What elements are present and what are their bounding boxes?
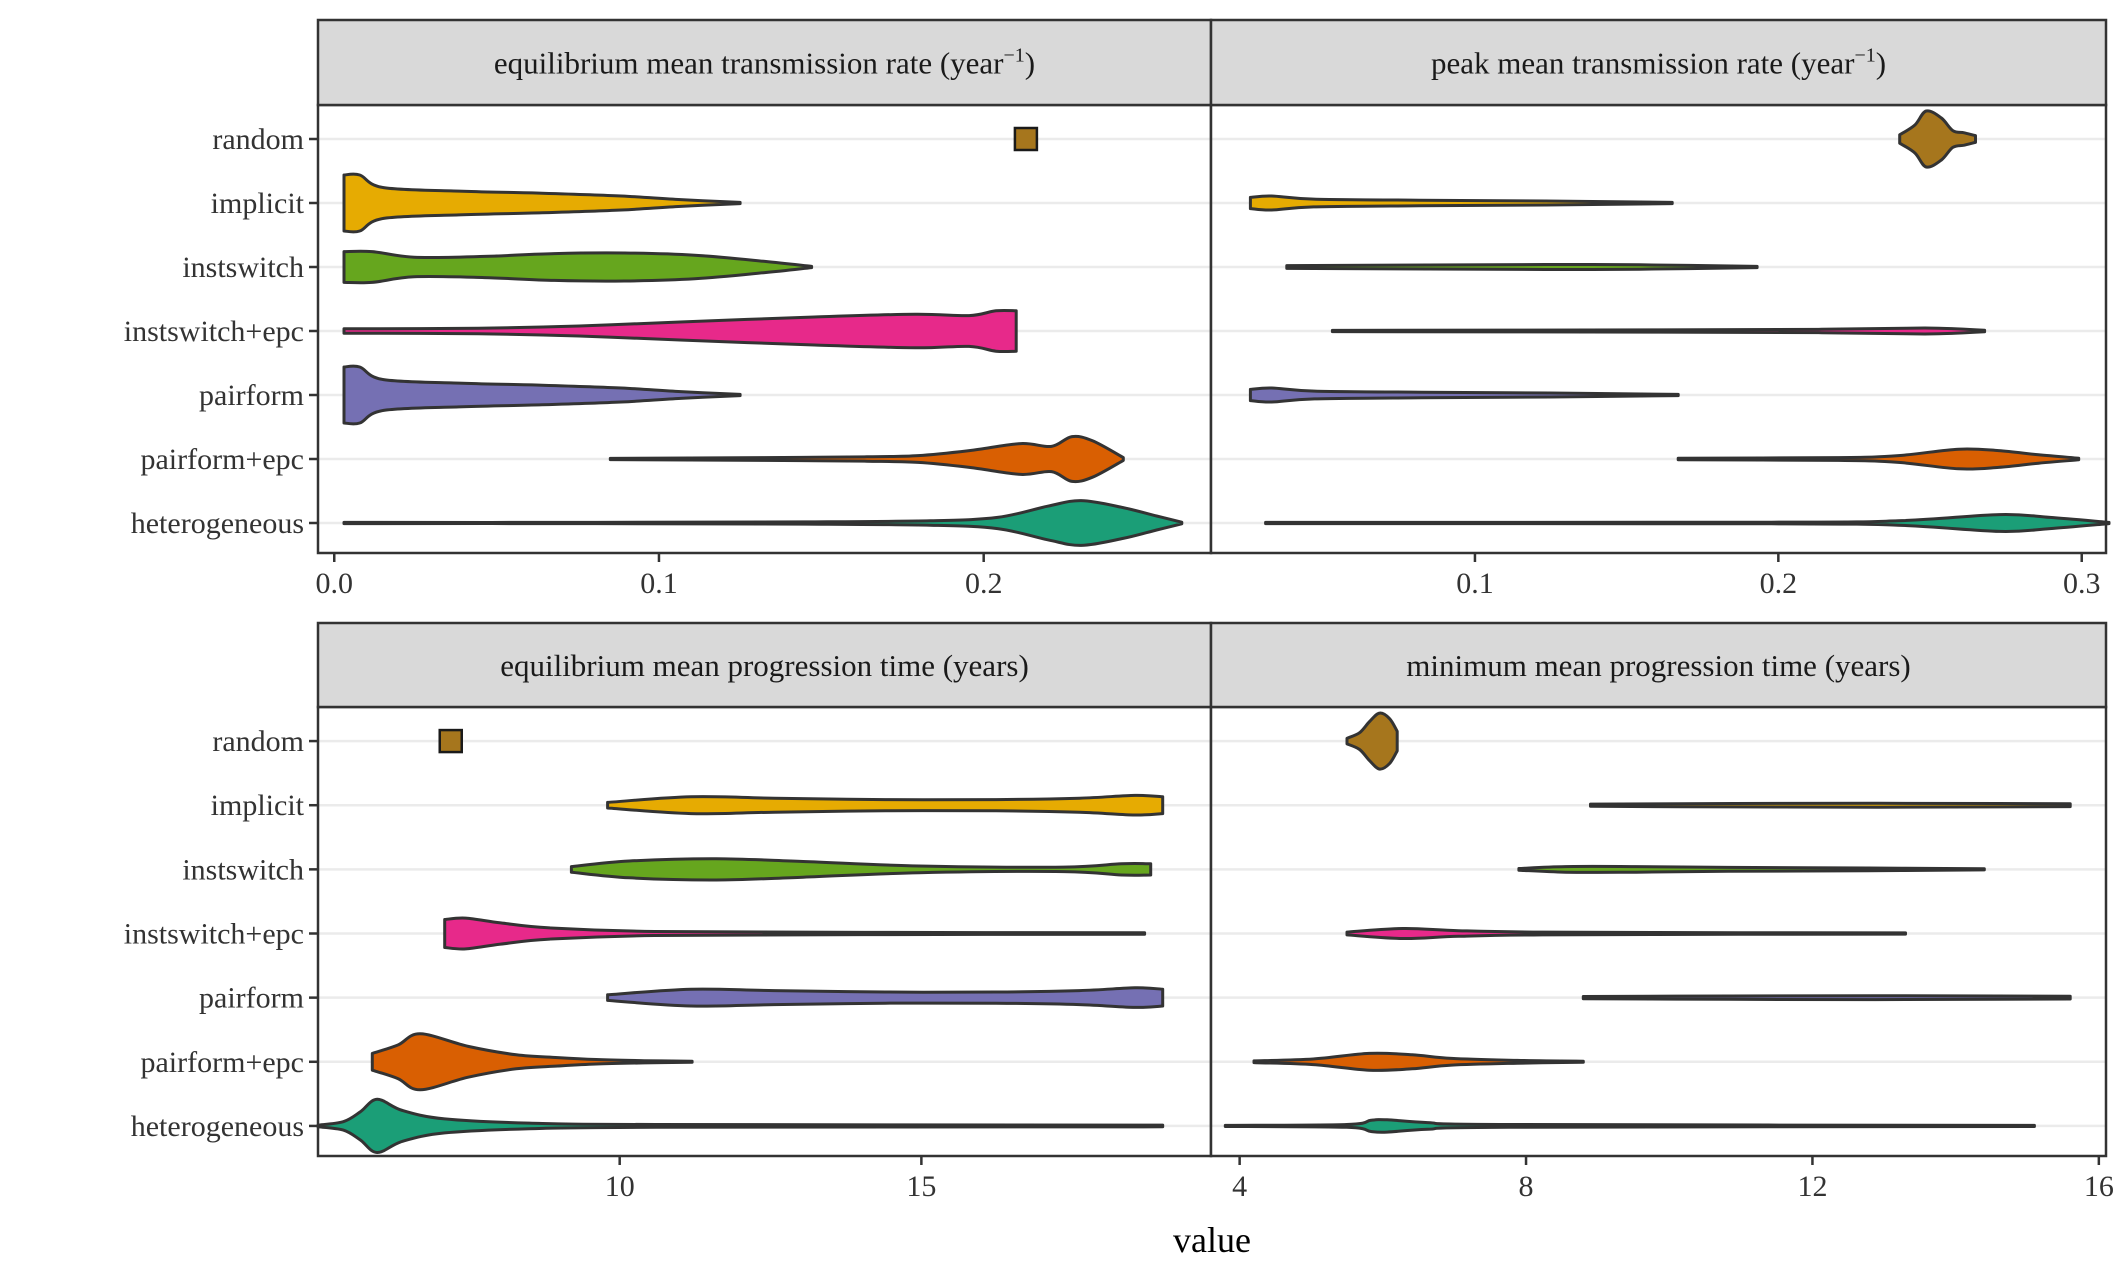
x-tick-label: 10 — [605, 1170, 635, 1203]
y-tick-label: pairform — [199, 982, 304, 1015]
y-tick-label: implicit — [211, 789, 305, 822]
x-tick-label: 0.2 — [965, 567, 1003, 600]
violin-heterogeneous — [1223, 1118, 2036, 1134]
violin-pairform — [1581, 994, 2072, 1002]
violin-instswitch+epc — [443, 916, 1147, 951]
violin-pairform+epc — [370, 1032, 694, 1092]
panel-4: minimum mean progression time (years) 4 8 1… — [1209, 621, 2114, 1203]
y-tick-label: instswitch+epc — [124, 315, 304, 348]
violin-pairform — [342, 364, 742, 426]
y-tick-label: instswitch — [182, 853, 304, 886]
panel-1: equilibrium mean transmission rate (year… — [124, 18, 1213, 600]
violin-pairform — [606, 986, 1165, 1009]
x-tick-label: 0.1 — [1456, 567, 1494, 600]
y-tick-label: random — [212, 725, 304, 758]
y-tick-label: pairform+epc — [140, 443, 304, 476]
x-tick-label: 16 — [2084, 1170, 2114, 1203]
violin-pairform — [1248, 386, 1680, 404]
violin-implicit — [606, 793, 1165, 817]
y-tick-label: pairform — [199, 379, 304, 412]
violin-instswitch — [342, 249, 814, 285]
y-tick-label: instswitch+epc — [124, 918, 304, 951]
x-tick-label: 15 — [906, 1170, 936, 1203]
x-tick-label: 0.0 — [315, 567, 353, 600]
violin-instswitch+epc — [1330, 326, 1987, 336]
violin-pairform+epc — [1252, 1051, 1585, 1072]
facet-title: peak mean transmission rate (year−1) — [1431, 45, 1886, 81]
point-random — [1013, 126, 1039, 152]
violin-pairform+epc — [1676, 447, 2081, 471]
facet-strip — [1209, 621, 2108, 709]
x-tick-label: 12 — [1797, 1170, 1827, 1203]
violin-heterogeneous — [342, 499, 1184, 547]
x-tick-label: 4 — [1232, 1170, 1247, 1203]
facet-strip — [316, 621, 1213, 709]
violin-instswitch — [569, 857, 1153, 882]
x-tick-label: 0.2 — [1760, 567, 1798, 600]
facet-strip — [316, 18, 1213, 107]
violin-instswitch+epc — [342, 308, 1018, 354]
y-tick-label: implicit — [211, 187, 305, 220]
violin-heterogeneous — [316, 1097, 1165, 1154]
violin-heterogeneous — [1264, 512, 2111, 534]
violin-instswitch — [1517, 864, 1986, 874]
facet-title: minimum mean progression time (years) — [1406, 648, 1911, 683]
panel-3: equilibrium mean progression time (years… — [124, 621, 1213, 1203]
y-tick-label: heterogeneous — [131, 1110, 304, 1143]
panel-2: peak mean transmission rate (year−1) 0.1 0… — [1209, 18, 2111, 600]
violin-pairform+epc — [608, 434, 1125, 484]
violin-random — [1898, 109, 1977, 169]
facet-title: equilibrium mean transmission rate (year… — [494, 45, 1035, 81]
violin-instswitch — [1285, 262, 1759, 272]
y-tick-label: random — [212, 123, 304, 156]
y-tick-label: heterogeneous — [131, 507, 304, 540]
point-random — [438, 728, 463, 754]
x-tick-label: 0.1 — [640, 567, 678, 600]
violin-implicit — [342, 172, 742, 234]
violin-random — [1345, 711, 1399, 771]
x-tick-label: 8 — [1519, 1170, 1534, 1203]
violin-implicit — [1589, 801, 2072, 809]
facet-title: equilibrium mean progression time (years… — [500, 648, 1029, 683]
violin-implicit — [1248, 194, 1674, 212]
y-tick-label: instswitch — [182, 251, 304, 284]
facet-strip — [1209, 18, 2108, 107]
violin-instswitch+epc — [1345, 926, 1907, 941]
x-axis-title: value — [1173, 1220, 1251, 1260]
x-tick-label: 0.3 — [2063, 567, 2101, 600]
y-tick-label: pairform+epc — [140, 1046, 304, 1079]
